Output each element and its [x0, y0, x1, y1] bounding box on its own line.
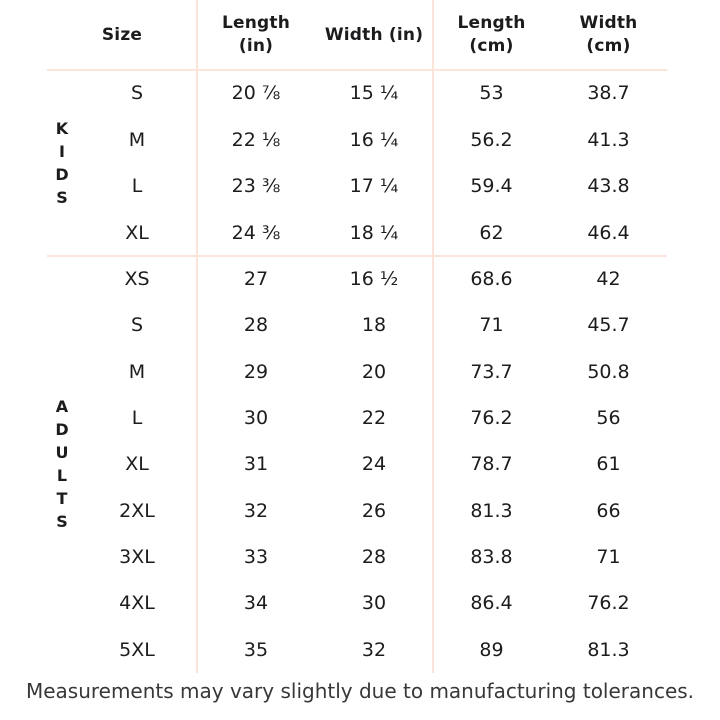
value-cell: 15 ¼	[349, 82, 399, 105]
value-cell: 16 ¼	[349, 128, 399, 151]
value-cell: 45.7	[587, 314, 630, 337]
value-cell: 59.4	[470, 175, 513, 198]
value-cell: 46.4	[587, 221, 630, 244]
value-cell: 62	[479, 221, 504, 244]
value-cell: 83.8	[470, 546, 513, 569]
value-cell: 30	[361, 592, 387, 615]
value-cell: 28	[243, 314, 269, 337]
size-cell: XL	[125, 221, 149, 244]
value-cell: 76.2	[470, 407, 513, 430]
value-cell: 35	[243, 638, 269, 661]
size-cell: XS	[124, 268, 150, 291]
value-cell: 66	[596, 499, 621, 522]
value-cell: 53	[479, 82, 504, 105]
value-cell: 43.8	[587, 175, 630, 198]
value-cell: 22 ⅛	[231, 128, 281, 151]
size-cell: 2XL	[119, 499, 155, 522]
section-adults: A D U L T S XS 27 16 ½ 68.6 42 S 28 18 71 45.7 M 29 20 73.7…	[47, 256, 667, 673]
value-cell: 31	[243, 453, 269, 476]
kids-adults-divider-line	[47, 255, 667, 257]
header-row: Size Length (in) Width (in) Length (cm) Width…	[47, 0, 667, 70]
header-col-length-cm: Length (cm)	[457, 13, 526, 56]
table-vertical-divider-2	[432, 0, 434, 673]
size-cell: 3XL	[119, 546, 155, 569]
header-col-width-in: Width (in)	[324, 24, 424, 45]
size-chart-table: Size Length (in) Width (in) Length (cm) Width…	[47, 0, 667, 673]
value-cell: 27	[243, 268, 269, 291]
size-cell: S	[130, 314, 144, 337]
value-cell: 78.7	[470, 453, 513, 476]
header-col-width-cm: Width (cm)	[579, 13, 638, 56]
value-cell: 68.6	[470, 268, 513, 291]
size-cell: 4XL	[119, 592, 155, 615]
value-cell: 71	[479, 314, 504, 337]
table-vertical-divider-1	[196, 0, 198, 673]
section-kids: K I D S S 20 ⅞ 15 ¼ 53 38.7 M 22 ⅛ 16 ¼ 56.2 41.3 L 23 …	[47, 70, 667, 256]
header-divider-line	[47, 69, 667, 71]
value-cell: 33	[243, 546, 269, 569]
value-cell: 56.2	[470, 128, 513, 151]
value-cell: 42	[596, 268, 621, 291]
value-cell: 23 ⅜	[231, 175, 281, 198]
value-cell: 41.3	[587, 128, 630, 151]
value-cell: 26	[361, 499, 387, 522]
value-cell: 32	[361, 638, 387, 661]
value-cell: 18	[361, 314, 387, 337]
size-cell: M	[128, 128, 146, 151]
size-cell: L	[131, 175, 143, 198]
value-cell: 73.7	[470, 360, 513, 383]
size-cell: M	[128, 360, 146, 383]
size-cell: L	[131, 407, 143, 430]
value-cell: 86.4	[470, 592, 513, 615]
size-cell: 5XL	[119, 638, 155, 661]
value-cell: 81.3	[470, 499, 513, 522]
header-size-label: Size	[101, 24, 143, 45]
value-cell: 24 ⅜	[231, 221, 281, 244]
footer-note: Measurements may vary slightly due to ma…	[25, 679, 695, 703]
value-cell: 24	[361, 453, 387, 476]
value-cell: 76.2	[587, 592, 630, 615]
value-cell: 32	[243, 499, 269, 522]
value-cell: 56	[596, 407, 621, 430]
header-col-length-in: Length (in)	[221, 13, 291, 56]
value-cell: 29	[243, 360, 269, 383]
value-cell: 38.7	[587, 82, 630, 105]
value-cell: 17 ¼	[349, 175, 399, 198]
value-cell: 28	[361, 546, 387, 569]
value-cell: 61	[596, 453, 621, 476]
header-col-size: Size	[47, 0, 197, 70]
value-cell: 81.3	[587, 638, 630, 661]
value-cell: 18 ¼	[349, 221, 399, 244]
value-cell: 89	[479, 638, 504, 661]
value-cell: 50.8	[587, 360, 630, 383]
size-cell: S	[130, 82, 144, 105]
size-cell: XL	[125, 453, 149, 476]
value-cell: 16 ½	[349, 268, 399, 291]
value-cell: 71	[596, 546, 621, 569]
value-cell: 30	[243, 407, 269, 430]
value-cell: 20 ⅞	[231, 82, 281, 105]
value-cell: 22	[361, 407, 387, 430]
value-cell: 34	[243, 592, 269, 615]
value-cell: 20	[361, 360, 387, 383]
